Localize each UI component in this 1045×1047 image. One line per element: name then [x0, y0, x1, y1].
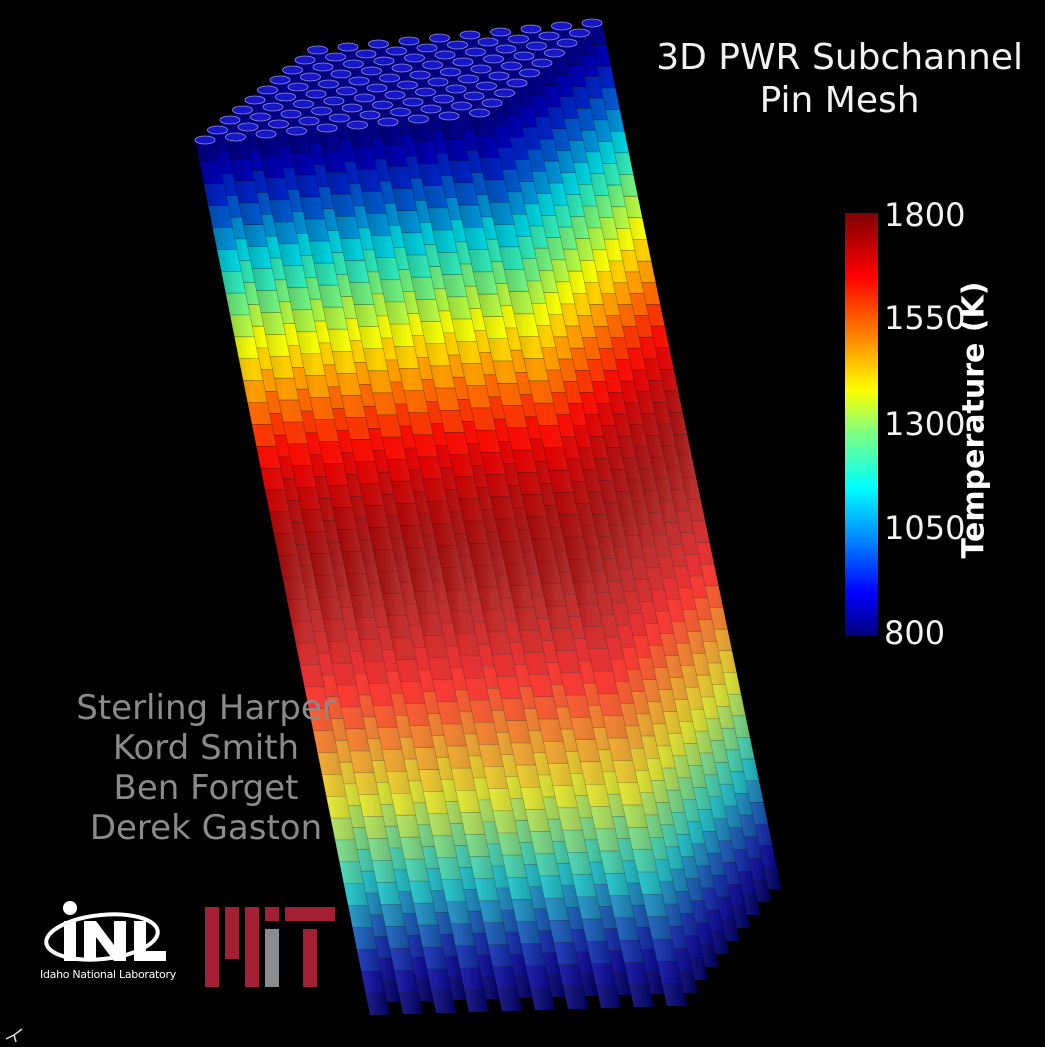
fuel-pin — [194, 135, 391, 1016]
credit-name: Sterling Harper — [76, 688, 336, 728]
colorbar-tick-1800: 1800 — [884, 196, 966, 234]
colorbar-tick-800: 800 — [884, 614, 946, 652]
colorbar-tick-1050: 1050 — [884, 509, 966, 547]
credit-name: Kord Smith — [112, 728, 300, 768]
fuel-pin — [438, 111, 655, 1008]
fuel-pin — [225, 132, 424, 1015]
fuel-pin — [377, 117, 589, 1010]
fuel-pin — [347, 120, 556, 1011]
credit-name: Derek Gaston — [89, 808, 323, 848]
fuel-pin — [469, 108, 688, 1007]
credit-name: Ben Forget — [113, 768, 299, 808]
colorbar-tick-1550: 1550 — [884, 299, 966, 337]
fuel-pin — [408, 114, 622, 1009]
title-line-1: 3D PWR Subchannel — [656, 37, 1023, 78]
colorbar-label: Temperature (K) — [956, 281, 992, 559]
temperature-colorbar — [845, 213, 878, 635]
author-credits: Sterling Harper Kord Smith Ben Forget De… — [46, 688, 366, 848]
fuel-pin-bundle — [194, 18, 782, 1016]
inl-logo — [44, 901, 166, 962]
fuel-pin — [255, 129, 457, 1014]
axis-triad-icon — [5, 1028, 23, 1043]
fuel-pin — [286, 126, 490, 1013]
fuel-pin — [316, 123, 523, 1012]
figure-title: 3D PWR Subchannel Pin Mesh — [656, 36, 1023, 122]
title-line-2: Pin Mesh — [759, 80, 920, 121]
mit-logo — [205, 907, 335, 987]
inl-caption: Idaho National Laboratory — [40, 968, 176, 981]
colorbar-tick-1300: 1300 — [884, 405, 966, 443]
